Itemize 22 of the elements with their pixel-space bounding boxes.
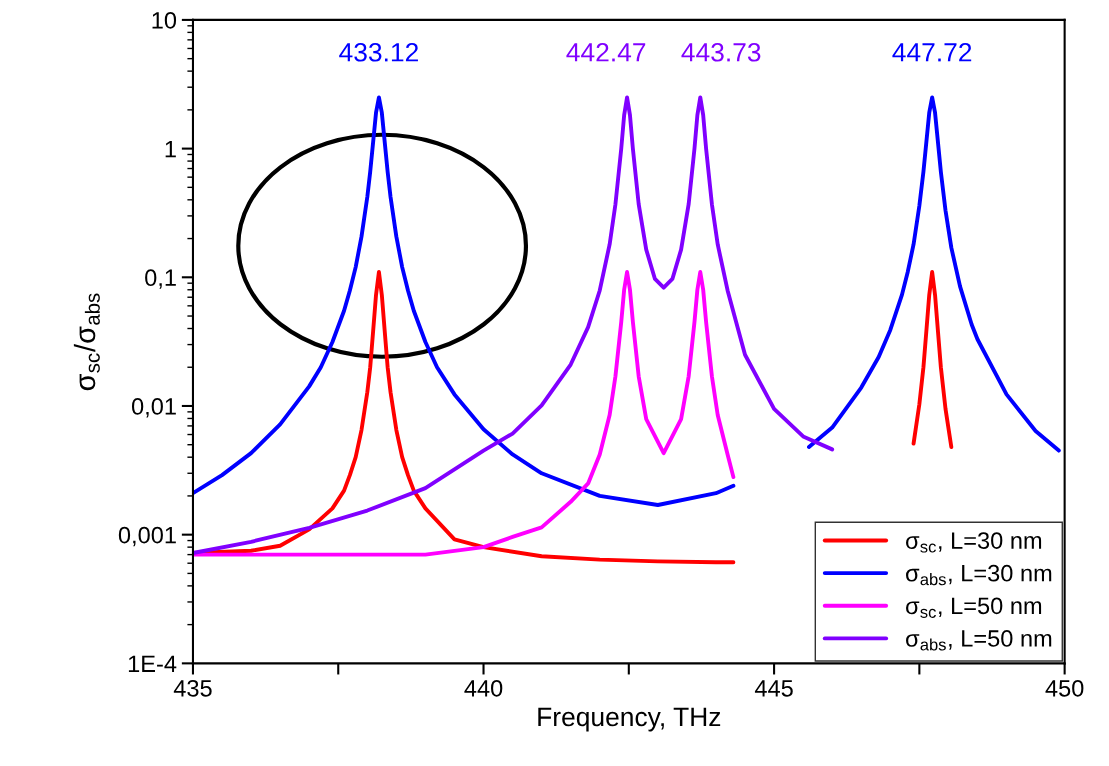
x-tick-label: 445 [754, 680, 793, 697]
annotation: 433.12 [339, 42, 418, 62]
legend-label: σ$_{sc}$, L=30 nm [906, 532, 1042, 553]
annotation: 443.73 [681, 42, 761, 62]
y-tick-label: 1E-4 [128, 655, 177, 672]
y-tick-label: 0,1 [145, 269, 176, 289]
y-tick-label: 10 [152, 11, 177, 29]
y-axis-title: σ$_{sc}$/σ$_{abs}$ [73, 293, 100, 391]
legend-label: σ$_{abs}$, L=30 nm [906, 564, 1052, 586]
y-tick-label: 1 [165, 140, 176, 158]
x-axis-title: Frequency, THz [538, 707, 721, 732]
x-tick-label: 440 [464, 679, 503, 697]
annotation: 442.47 [566, 42, 646, 62]
legend-label: σ$_{abs}$, L=50 nm [906, 630, 1052, 651]
line-series [192, 95, 835, 555]
x-tick-label: 435 [173, 679, 212, 697]
x-tick-label: 450 [1045, 679, 1084, 697]
y-tick-label: 0,01 [131, 398, 176, 418]
y-tick-label: 0,001 [118, 526, 176, 547]
annotation: 447.72 [892, 42, 972, 62]
legend-label: σ$_{sc}$, L=50 nm [906, 597, 1042, 618]
line-series [192, 270, 736, 557]
